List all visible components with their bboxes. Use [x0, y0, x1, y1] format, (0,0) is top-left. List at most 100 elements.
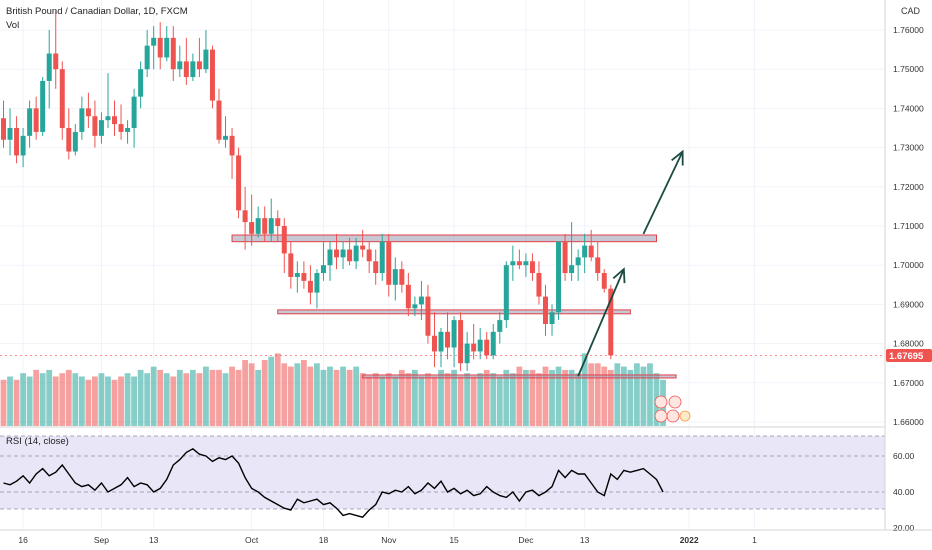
candle: [125, 120, 131, 144]
candle-body: [275, 218, 281, 226]
time-tick-label: Sep: [94, 535, 109, 545]
candle-body: [125, 128, 131, 132]
volume-bar: [536, 373, 542, 426]
candle-body: [582, 245, 588, 258]
candle-body: [255, 218, 261, 234]
last-price-label: 1.67695: [889, 351, 924, 362]
candle: [249, 194, 255, 246]
projection-arrow[interactable]: [642, 149, 684, 235]
volume-bar: [627, 369, 634, 426]
uk-event-icon[interactable]: [668, 395, 682, 409]
volume-bar: [490, 373, 497, 426]
volume-bar: [425, 373, 431, 426]
candle-body: [1, 118, 6, 140]
candle: [582, 233, 588, 274]
candle: [92, 100, 98, 148]
candle: [98, 112, 104, 144]
candle-body: [471, 343, 477, 352]
uk-event-icon[interactable]: [679, 410, 691, 422]
volume-bar: [457, 376, 464, 426]
candle-body: [79, 108, 85, 132]
candle-body: [294, 273, 300, 277]
candle: [7, 108, 13, 156]
volume-bar: [379, 376, 386, 426]
volume-bar: [268, 356, 275, 426]
candle: [405, 273, 411, 317]
candle-body: [595, 257, 601, 274]
candle: [314, 269, 320, 309]
volume-bar: [39, 373, 46, 426]
price-tick-label: 1.68000: [893, 339, 924, 349]
volume-bar: [327, 366, 333, 426]
candle: [379, 233, 385, 281]
support-resistance-zones[interactable]: [231, 234, 677, 379]
projection-arrow[interactable]: [577, 267, 626, 377]
volume-bar: [216, 369, 222, 426]
price-axis[interactable]: [885, 0, 932, 550]
candle: [242, 186, 248, 250]
volume-bar: [549, 369, 555, 426]
candle-body: [170, 37, 176, 70]
candle-body: [510, 261, 516, 266]
volume-bar: [614, 363, 621, 426]
price-zone[interactable]: [362, 374, 677, 379]
candle: [27, 100, 33, 148]
candle-body: [85, 108, 91, 117]
symbol-title[interactable]: British Pound / Canadian Dollar, 1D, FXC…: [6, 6, 188, 17]
ca-event-icon[interactable]: [654, 409, 668, 423]
candle-body: [412, 304, 418, 309]
candle: [484, 331, 490, 360]
candle: [327, 241, 333, 281]
volume-bar: [601, 366, 608, 426]
candle: [536, 261, 542, 305]
volume-bar: [464, 373, 471, 426]
candle-body: [242, 210, 248, 223]
volume-bar: [33, 369, 40, 426]
volume-bar: [353, 366, 360, 426]
price-tick-label: 1.69000: [893, 299, 924, 309]
ca-event-icon[interactable]: [666, 409, 680, 423]
volume-bar: [196, 373, 203, 426]
price-tick-label: 1.71000: [893, 221, 924, 231]
candle-body: [334, 249, 340, 258]
volume-bar: [470, 376, 477, 426]
candle: [464, 331, 470, 372]
candle-body: [301, 273, 307, 281]
time-tick-label: 13: [149, 535, 159, 545]
event-icons[interactable]: [654, 395, 691, 423]
candle-body: [151, 37, 157, 46]
volume-bar: [509, 373, 516, 426]
candle-body: [164, 37, 170, 58]
candle: [366, 241, 372, 274]
candle-body: [307, 280, 313, 293]
candle: [549, 304, 555, 336]
rsi-label: RSI (14, close): [6, 436, 69, 447]
volume-bar: [111, 379, 118, 426]
volume-bar: [444, 373, 451, 426]
volume-bar: [137, 369, 144, 426]
projection-arrows[interactable]: [577, 149, 684, 377]
candle-body: [386, 241, 392, 285]
volume-bar: [222, 373, 229, 426]
candle: [386, 233, 392, 297]
volume-bar: [26, 376, 33, 426]
volume-bar: [255, 369, 262, 426]
candle-body: [588, 245, 594, 258]
candle: [360, 229, 366, 258]
volume-bar: [261, 360, 268, 426]
candle-body: [549, 312, 555, 324]
uk-event-icon[interactable]: [654, 395, 668, 409]
candle-body: [516, 261, 522, 266]
volume-bar: [176, 369, 183, 426]
price-tick-label: 1.72000: [893, 182, 924, 192]
candle: [1, 100, 6, 148]
price-zone[interactable]: [231, 234, 658, 243]
candle: [118, 104, 124, 140]
last-price-tag: 1.67695: [886, 349, 932, 363]
candle-body: [556, 241, 562, 313]
price-zone[interactable]: [277, 309, 631, 315]
candle: [529, 253, 535, 281]
candle: [209, 45, 215, 109]
candle: [445, 312, 451, 360]
